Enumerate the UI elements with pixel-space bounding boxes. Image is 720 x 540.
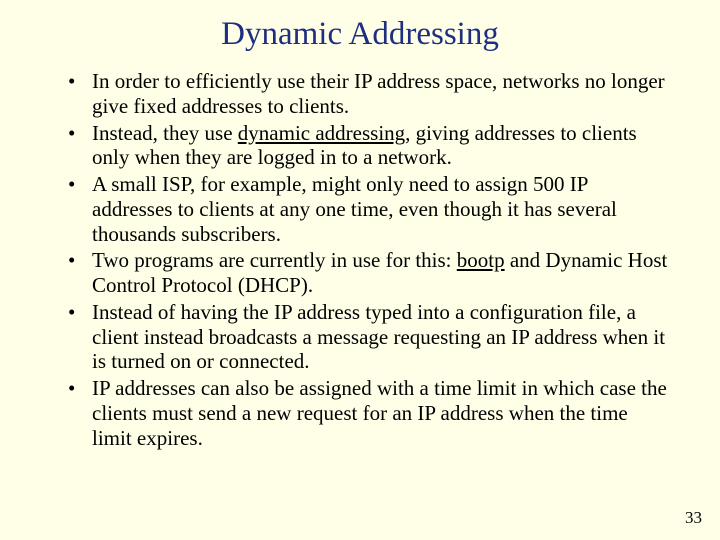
list-item: IP addresses can also be assigned with a… (62, 376, 668, 450)
list-item: Instead, they use dynamic addressing, gi… (62, 121, 668, 171)
list-item: Two programs are currently in use for th… (62, 248, 668, 298)
list-item: In order to efficiently use their IP add… (62, 69, 668, 119)
bullet-list: In order to efficiently use their IP add… (62, 69, 668, 450)
list-item: Instead of having the IP address typed i… (62, 300, 668, 374)
slide: Dynamic Addressing In order to efficient… (0, 0, 720, 540)
slide-body: In order to efficiently use their IP add… (0, 57, 720, 450)
page-number: 33 (685, 508, 702, 528)
slide-title: Dynamic Addressing (0, 0, 720, 57)
list-item: A small ISP, for example, might only nee… (62, 172, 668, 246)
